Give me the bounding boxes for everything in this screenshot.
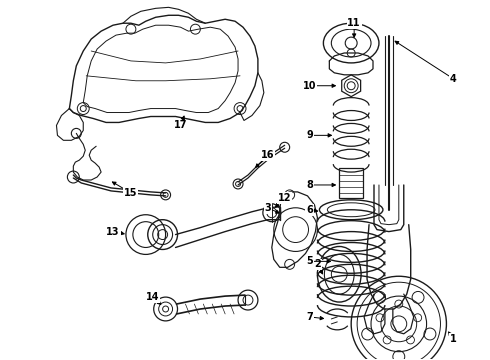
- Text: 8: 8: [306, 180, 313, 190]
- Text: 4: 4: [450, 74, 457, 84]
- Text: 1: 1: [450, 334, 457, 344]
- Text: 3: 3: [265, 203, 271, 213]
- Text: 2: 2: [314, 259, 321, 269]
- Text: 12: 12: [278, 193, 292, 203]
- Text: 17: 17: [174, 121, 187, 130]
- Bar: [339, 168, 363, 198]
- Text: 16: 16: [261, 150, 274, 160]
- Text: 6: 6: [306, 205, 313, 215]
- Text: 7: 7: [306, 312, 313, 322]
- Text: 5: 5: [306, 256, 313, 266]
- Text: 9: 9: [306, 130, 313, 140]
- Text: 10: 10: [303, 81, 316, 91]
- Text: 13: 13: [106, 226, 120, 237]
- Text: 11: 11: [347, 18, 361, 28]
- Text: 15: 15: [124, 188, 138, 198]
- Text: 14: 14: [146, 292, 159, 302]
